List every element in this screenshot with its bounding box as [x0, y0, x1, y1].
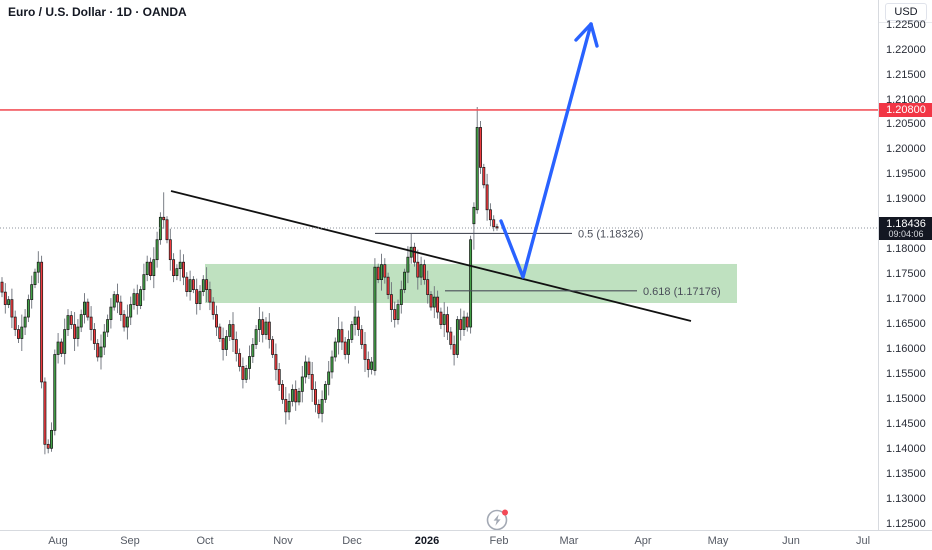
bar-countdown: 09:04:06 [888, 229, 924, 239]
price-tick-label: 1.22000 [886, 43, 926, 56]
notification-dot-icon [502, 509, 508, 516]
projection-arrow[interactable] [499, 22, 599, 279]
currency-toggle[interactable]: USD [885, 3, 927, 21]
logo-circle-icon [486, 509, 508, 531]
price-axis-header: USD [879, 0, 932, 23]
candlestick-series[interactable] [0, 106, 499, 455]
candlestick-chart[interactable]: 0.5 (1.18326) 0.618 (1.17176) [0, 0, 878, 530]
watermark-logo[interactable] [481, 503, 515, 537]
month-tick-label: Nov [273, 535, 293, 547]
price-tick-label: 1.15500 [886, 367, 926, 380]
price-tick-label: 1.19500 [886, 168, 926, 181]
month-tick-label: Mar [559, 535, 579, 547]
month-tick-label: May [707, 535, 729, 547]
price-tick-label: 1.21500 [886, 68, 926, 81]
price-tick-label: 1.13500 [886, 467, 926, 480]
price-axis[interactable]: USD 1.22500 1.22000 1.21500 1.21000 1.20500 1… [878, 0, 932, 530]
time-axis[interactable]: Aug Sep Oct Nov Dec 2026 Feb Mar Apr May Jun Jul [0, 530, 932, 550]
price-tick-label: 1.17500 [886, 268, 926, 281]
symbol-title: Euro / U.S. Dollar · 1D · OANDA [8, 5, 187, 19]
fib-level-label: 0.618 (1.17176) [643, 286, 721, 298]
price-tick-label: 1.20000 [886, 143, 926, 156]
month-tick-label: Aug [48, 535, 68, 547]
price-tick-label: 1.16500 [886, 318, 926, 331]
fib-level-label: 0.5 (1.18326) [578, 228, 643, 240]
price-tick-label: 1.14500 [886, 417, 926, 430]
price-tick-label: 1.12500 [886, 517, 926, 530]
month-tick-label: Oct [196, 535, 214, 547]
price-tick-label: 1.14000 [886, 442, 926, 455]
price-tick-label: 1.16000 [886, 343, 926, 355]
price-tick-label: 1.17000 [886, 293, 926, 306]
descending-trendline[interactable] [170, 190, 692, 322]
lightning-bolt-icon [493, 514, 501, 526]
price-tick-label: 1.19000 [886, 193, 926, 206]
month-tick-label: Jul [855, 535, 871, 547]
month-tick-label: Jun [782, 535, 800, 547]
current-price-value: 1.18436 [886, 218, 926, 230]
price-tick-label: 1.13000 [886, 492, 926, 505]
resistance-price-label: 1.20800 [879, 103, 932, 117]
price-tick-label: 1.22500 [886, 18, 926, 31]
price-tick-label: 1.15000 [886, 392, 926, 405]
month-tick-label: Apr [634, 535, 652, 547]
current-price-label: 1.18436 09:04:06 [879, 217, 932, 240]
month-tick-label: Sep [120, 535, 140, 547]
price-tick-label: 1.20500 [886, 118, 926, 131]
month-tick-label: Feb [489, 535, 509, 547]
month-tick-label: Dec [342, 535, 362, 547]
price-tick-label: 1.21000 [886, 93, 926, 106]
month-tick-label: 2026 [414, 535, 440, 547]
price-tick-label: 1.18000 [886, 243, 926, 256]
